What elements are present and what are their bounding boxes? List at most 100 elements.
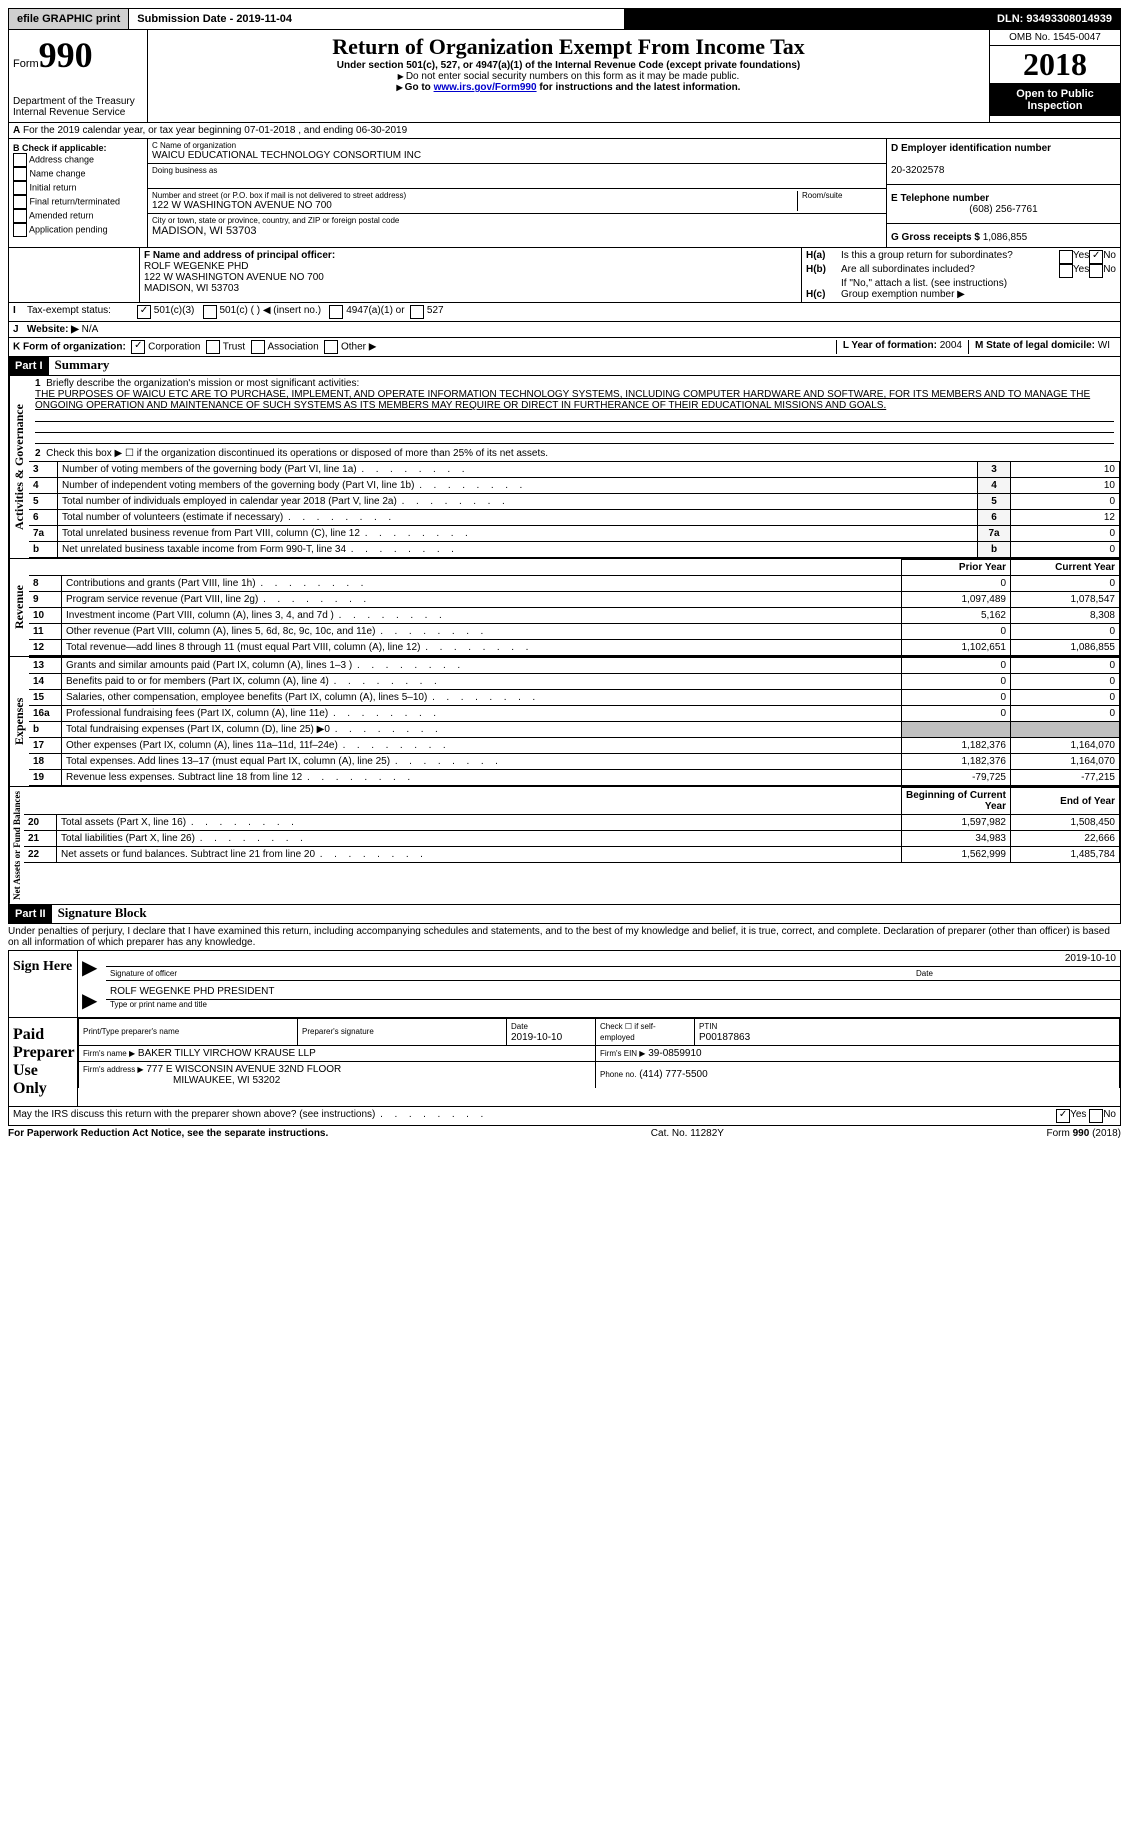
table-row: 3Number of voting members of the governi… [29,462,1120,478]
check-trust[interactable] [206,340,220,354]
discuss-row: May the IRS discuss this return with the… [8,1107,1121,1126]
footer-left: For Paperwork Reduction Act Notice, see … [8,1128,328,1139]
table-row: 18Total expenses. Add lines 13–17 (must … [29,754,1120,770]
discuss-no[interactable] [1089,1109,1103,1123]
col-d-ein: D Employer identification number 20-3202… [887,139,1120,247]
hc-text: Group exemption number ▶ [841,289,965,300]
check-other[interactable] [324,340,338,354]
check-corp[interactable] [131,340,145,354]
officer-addr1: 122 W WASHINGTON AVENUE NO 700 [144,272,324,283]
dept-treasury: Department of the Treasury Internal Reve… [13,96,143,118]
form-label: Form990 [13,58,93,70]
hb-note: If "No," attach a list. (see instruction… [806,278,1116,289]
note-link: Go to www.irs.gov/Form990 for instructio… [152,82,985,93]
table-ag: 3Number of voting members of the governi… [29,461,1120,558]
firm-ein: 39-0859910 [648,1048,701,1059]
hb-yes[interactable] [1059,264,1073,278]
vert-revenue: Revenue [9,559,29,656]
table-header-row: Beginning of Current YearEnd of Year [24,788,1120,815]
officer-addr2: MADISON, WI 53703 [144,283,239,294]
table-row: 17Other expenses (Part IX, column (A), l… [29,738,1120,754]
discuss-yes[interactable] [1056,1109,1070,1123]
phone-label: E Telephone number [891,193,989,204]
note-ssn: Do not enter social security numbers on … [152,71,985,82]
part2-header: Part IISignature Block [8,905,1121,924]
ha-text: Is this a group return for subordinates? [841,250,1059,264]
table-row: 12Total revenue—add lines 8 through 11 (… [29,640,1120,656]
dln: DLN: 93493308014939 [625,9,1120,29]
website: N/A [82,324,99,335]
hb-no[interactable] [1089,264,1103,278]
section-bcd: B Check if applicable: Address change Na… [8,139,1121,247]
tax-year: 2018 [990,46,1120,84]
part1-netassets: Net Assets or Fund Balances Beginning of… [8,787,1121,905]
table-row: 5Total number of individuals employed in… [29,494,1120,510]
irs-link[interactable]: www.irs.gov/Form990 [434,82,537,93]
efile-button[interactable]: efile GRAPHIC print [9,9,129,29]
part1-expenses: Expenses 13Grants and similar amounts pa… [8,657,1121,787]
street: 122 W WASHINGTON AVENUE NO 700 [152,200,793,211]
part1-header: Part ISummary [8,357,1121,376]
firm-addr1: 777 E WISCONSIN AVENUE 32ND FLOOR [146,1064,341,1075]
firm-addr2: MILWAUKEE, WI 53202 [83,1075,280,1086]
domicile: WI [1098,340,1110,351]
table-row: 10Investment income (Part VIII, column (… [29,608,1120,624]
ha-no[interactable] [1089,250,1103,264]
phone: (608) 256-7761 [891,204,1116,215]
gross-label: G Gross receipts $ [891,232,980,243]
table-expenses: 13Grants and similar amounts paid (Part … [29,657,1120,786]
ha-yes[interactable] [1059,250,1073,264]
table-row: 8Contributions and grants (Part VIII, li… [29,576,1120,592]
check-amended[interactable] [13,209,27,223]
org-name: WAICU EDUCATIONAL TECHNOLOGY CONSORTIUM … [152,150,882,161]
footer-center: Cat. No. 11282Y [651,1128,724,1139]
dba-label: Doing business as [152,166,882,175]
ein: 20-3202578 [891,165,944,176]
table-row: bNet unrelated business taxable income f… [29,542,1120,558]
vert-netassets: Net Assets or Fund Balances [9,787,24,904]
check-final-return[interactable] [13,195,27,209]
self-employed-check[interactable]: Check ☐ if self-employed [600,1022,656,1042]
org-name-label: C Name of organization [152,141,882,150]
table-row: 7aTotal unrelated business revenue from … [29,526,1120,542]
col-b-checkboxes: B Check if applicable: Address change Na… [9,139,148,247]
form-number: 990 [39,35,93,75]
check-pending[interactable] [13,223,27,237]
col-c-org-info: C Name of organization WAICU EDUCATIONAL… [148,139,887,247]
officer-label: F Name and address of principal officer: [144,250,335,261]
row-a-period: A For the 2019 calendar year, or tax yea… [8,123,1121,139]
vert-activities: Activities & Governance [9,376,29,558]
table-row: 16aProfessional fundraising fees (Part I… [29,706,1120,722]
year-formation: 2004 [940,340,962,351]
paid-preparer: Paid Preparer Use Only Print/Type prepar… [8,1018,1121,1107]
row-j: J Website: ▶ N/A [8,322,1121,338]
prep-date: 2019-10-10 [511,1032,562,1043]
sign-here: Sign Here ▶ 2019-10-10 Signature of offi… [8,950,1121,1018]
officer-name: ROLF WEGENKE PHD [144,261,248,272]
check-assoc[interactable] [251,340,265,354]
table-row: 19Revenue less expenses. Subtract line 1… [29,770,1120,786]
check-501c[interactable] [203,305,217,319]
street-label: Number and street (or P.O. box if mail i… [152,191,793,200]
check-501c3[interactable] [137,305,151,319]
table-row: 21Total liabilities (Part X, line 26)34,… [24,831,1120,847]
form-subtitle: Under section 501(c), 527, or 4947(a)(1)… [152,60,985,71]
check-4947[interactable] [329,305,343,319]
table-header-row: Prior YearCurrent Year [29,560,1120,576]
check-name-change[interactable] [13,167,27,181]
ein-label: D Employer identification number [891,143,1051,154]
footer-right: Form 990 (2018) [1047,1128,1121,1139]
form-title: Return of Organization Exempt From Incom… [152,34,985,60]
check-527[interactable] [410,305,424,319]
part1-revenue: Revenue Prior YearCurrent Year8Contribut… [8,559,1121,657]
submission-date: Submission Date - 2019-11-04 [129,9,625,29]
table-revenue: Prior YearCurrent Year8Contributions and… [29,559,1120,656]
check-address-change[interactable] [13,153,27,167]
mission: THE PURPOSES OF WAICU ETC ARE TO PURCHAS… [35,389,1090,411]
sig-date: 2019-10-10 [1065,953,1116,964]
table-row: 4Number of independent voting members of… [29,478,1120,494]
row-i: ITax-exempt status: 501(c)(3) 501(c) ( )… [8,303,1121,322]
check-initial-return[interactable] [13,181,27,195]
table-netassets: Beginning of Current YearEnd of Year20To… [24,787,1120,863]
city: MADISON, WI 53703 [152,225,882,237]
